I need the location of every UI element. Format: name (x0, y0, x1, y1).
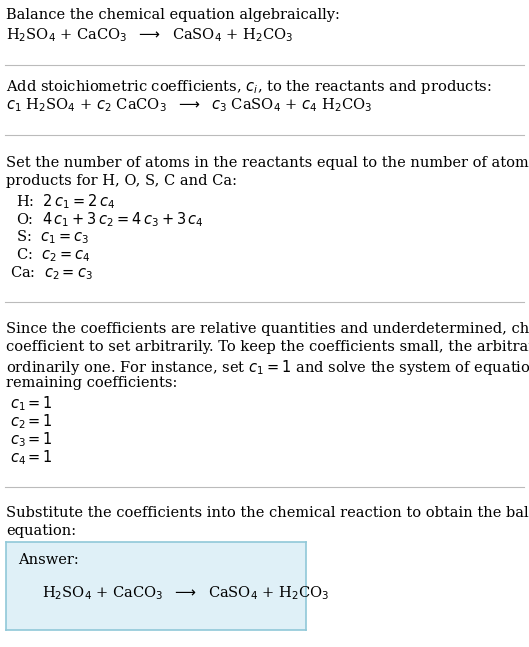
Text: H$_2$SO$_4$ + CaCO$_3$  $\longrightarrow$  CaSO$_4$ + H$_2$CO$_3$: H$_2$SO$_4$ + CaCO$_3$ $\longrightarrow$… (6, 26, 294, 44)
Text: S:  $c_1 = c_3$: S: $c_1 = c_3$ (16, 228, 89, 246)
Text: H:  $2\,c_1 = 2\,c_4$: H: $2\,c_1 = 2\,c_4$ (16, 192, 115, 211)
Text: H$_2$SO$_4$ + CaCO$_3$  $\longrightarrow$  CaSO$_4$ + H$_2$CO$_3$: H$_2$SO$_4$ + CaCO$_3$ $\longrightarrow$… (42, 584, 330, 602)
Text: $c_1 = 1$: $c_1 = 1$ (10, 394, 53, 413)
Text: $c_3 = 1$: $c_3 = 1$ (10, 430, 53, 449)
Text: coefficient to set arbitrarily. To keep the coefficients small, the arbitrary va: coefficient to set arbitrarily. To keep … (6, 340, 529, 354)
Text: ordinarily one. For instance, set $c_1 = 1$ and solve the system of equations fo: ordinarily one. For instance, set $c_1 =… (6, 358, 529, 377)
Text: products for H, O, S, C and Ca:: products for H, O, S, C and Ca: (6, 174, 237, 188)
Text: remaining coefficients:: remaining coefficients: (6, 376, 177, 390)
Text: $c_4 = 1$: $c_4 = 1$ (10, 448, 53, 466)
Text: Ca:  $c_2 = c_3$: Ca: $c_2 = c_3$ (10, 264, 93, 281)
Text: Set the number of atoms in the reactants equal to the number of atoms in the: Set the number of atoms in the reactants… (6, 156, 529, 170)
Text: $c_2 = 1$: $c_2 = 1$ (10, 412, 53, 431)
Text: O:  $4\,c_1 + 3\,c_2 = 4\,c_3 + 3\,c_4$: O: $4\,c_1 + 3\,c_2 = 4\,c_3 + 3\,c_4$ (16, 210, 204, 228)
Text: Add stoichiometric coefficients, $c_i$, to the reactants and products:: Add stoichiometric coefficients, $c_i$, … (6, 78, 492, 96)
Text: Since the coefficients are relative quantities and underdetermined, choose a: Since the coefficients are relative quan… (6, 322, 529, 336)
Text: $c_1$ H$_2$SO$_4$ + $c_2$ CaCO$_3$  $\longrightarrow$  $c_3$ CaSO$_4$ + $c_4$ H$: $c_1$ H$_2$SO$_4$ + $c_2$ CaCO$_3$ $\lon… (6, 96, 372, 114)
Text: Balance the chemical equation algebraically:: Balance the chemical equation algebraica… (6, 8, 340, 22)
Text: equation:: equation: (6, 524, 76, 538)
Text: Substitute the coefficients into the chemical reaction to obtain the balanced: Substitute the coefficients into the che… (6, 506, 529, 520)
Text: Answer:: Answer: (18, 553, 79, 567)
Text: C:  $c_2 = c_4$: C: $c_2 = c_4$ (16, 246, 90, 264)
